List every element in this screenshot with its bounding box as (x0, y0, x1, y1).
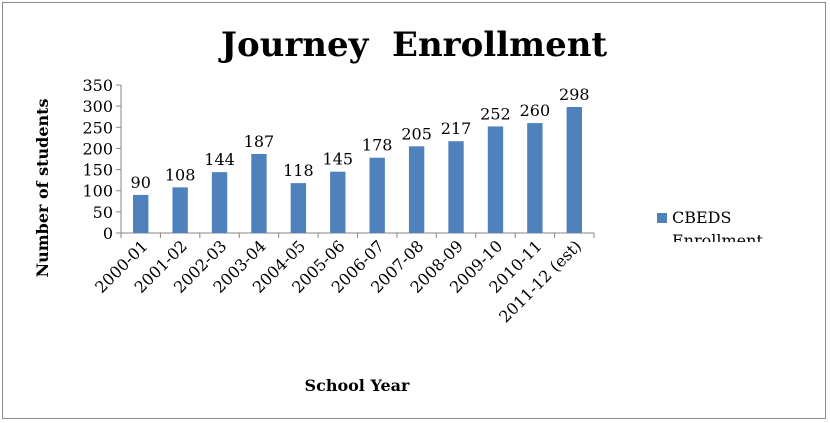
legend-swatch (657, 213, 667, 223)
bar (211, 172, 228, 233)
plot-area: 050100150200250300350902000-011082001-02… (82, 76, 595, 326)
legend-label: CBEDS Enrollment (672, 208, 763, 250)
data-label: 144 (204, 150, 235, 169)
bar (487, 126, 504, 233)
bar (369, 157, 385, 233)
bar (330, 171, 346, 233)
y-tick-label: 200 (82, 139, 113, 158)
bar (408, 146, 425, 233)
data-label: 118 (283, 161, 314, 180)
bar (566, 106, 582, 233)
bar (448, 141, 464, 233)
data-label: 205 (401, 124, 432, 143)
y-tick-label: 50 (93, 203, 113, 222)
bar (172, 187, 188, 233)
bar (290, 183, 307, 233)
data-label: 90 (131, 173, 151, 192)
y-tick-label: 0 (103, 224, 113, 243)
data-label: 252 (480, 104, 511, 123)
bar (133, 194, 149, 233)
data-label: 298 (559, 85, 590, 104)
x-axis-title: School Year (305, 376, 411, 395)
data-label: 178 (362, 136, 393, 155)
chart-title: Journey Enrollment (218, 25, 608, 65)
y-tick-label: 300 (82, 97, 113, 116)
data-label: 187 (244, 132, 275, 151)
y-axis-title: Number of students (33, 98, 52, 277)
bar (251, 153, 267, 233)
y-tick-label: 250 (82, 118, 113, 137)
data-label: 108 (165, 165, 196, 184)
data-label: 145 (323, 150, 354, 169)
legend: CBEDS Enrollment (657, 208, 763, 250)
bar (527, 123, 543, 233)
data-label: 217 (441, 119, 472, 138)
data-label: 260 (520, 101, 551, 120)
y-tick-label: 100 (82, 182, 113, 201)
y-tick-label: 350 (82, 76, 113, 95)
y-tick-label: 150 (82, 161, 113, 180)
